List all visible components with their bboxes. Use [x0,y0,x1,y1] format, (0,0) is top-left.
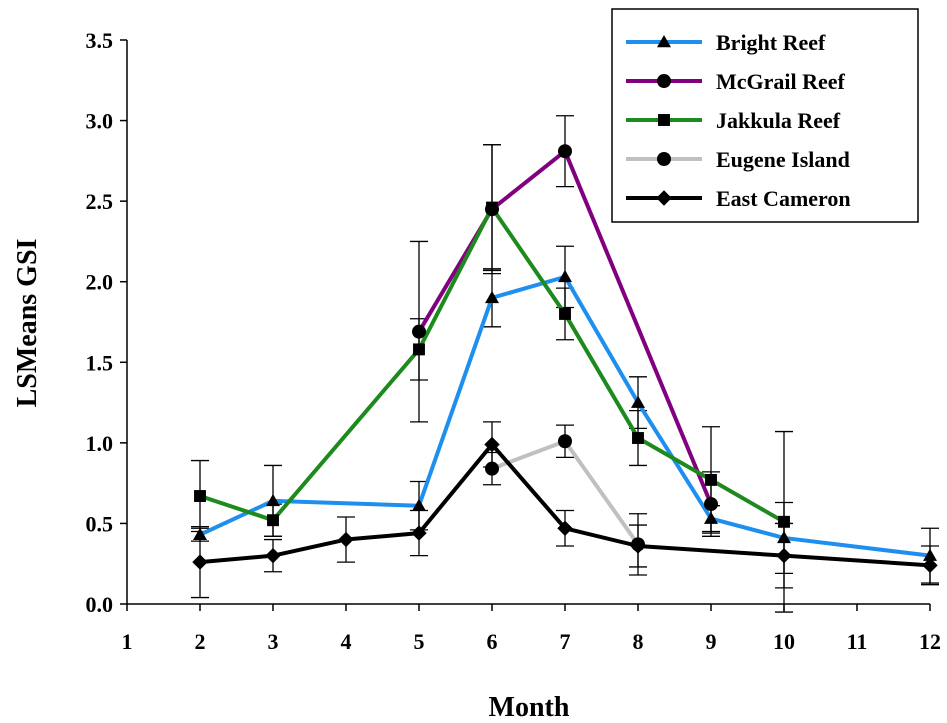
data-point [705,473,717,486]
axes [126,40,930,605]
data-point [778,515,790,528]
data-point [557,520,573,536]
data-point [267,514,279,527]
series-line [417,149,713,505]
series-line [199,442,931,568]
data-point [413,343,425,356]
x-tick-label: 4 [341,629,352,654]
data-point [558,144,572,159]
data-point [485,461,499,476]
data-point [776,547,792,564]
data-point [338,531,354,548]
data-point [632,432,644,444]
legend-marker [657,74,671,88]
data-point [704,497,718,512]
data-point [922,557,938,574]
series-line [199,205,785,524]
data-point [777,530,791,544]
y-tick-label: 1.5 [86,350,114,375]
data-point [412,324,426,339]
x-tick-label: 5 [414,629,425,654]
data-point [558,269,572,283]
legend-label: Eugene Island [716,147,850,172]
legend-label: Jakkula Reef [716,108,841,133]
x-tick-label: 10 [773,629,795,654]
x-tick-label: 6 [487,629,498,654]
data-point [559,307,571,320]
y-tick-label: 2.5 [86,189,114,214]
x-axis-ticks: 1 2 3 4 5 6 7 8 9 10 11 12 [122,604,941,654]
data-point [266,493,280,507]
data-point [485,290,499,304]
y-tick-label: 3.0 [86,109,114,134]
data-point [484,436,500,453]
data-point [411,525,427,541]
data-point [631,395,645,408]
y-tick-label: 0.5 [86,511,114,536]
y-axis-ticks: 0.0 0.5 1.0 1.5 2.0 2.5 3.0 3.5 [86,28,127,617]
data-point [265,547,281,564]
data-point [192,554,208,570]
legend-label: Bright Reef [716,30,826,55]
x-axis-title: Month [489,692,570,723]
data-point [194,490,206,502]
series-markers [192,144,938,574]
y-axis-title: LSMeans GSI [12,239,43,408]
data-point [923,548,937,561]
legend: Bright Reef McGrail Reef Jakkula Reef Eugen… [611,8,919,223]
x-tick-label: 11 [847,629,868,654]
x-tick-label: 8 [633,629,644,654]
x-tick-label: 9 [706,629,717,654]
y-tick-label: 0.0 [86,592,114,617]
y-tick-label: 2.0 [86,270,114,295]
x-tick-label: 2 [195,629,206,654]
data-point [630,538,646,554]
legend-marker [657,152,671,166]
legend-marker [656,190,672,206]
x-tick-label: 3 [268,629,279,654]
legend-label: McGrail Reef [716,69,846,94]
x-tick-label: 12 [919,629,941,654]
x-tick-label: 1 [122,629,133,654]
data-point [486,201,498,214]
y-tick-label: 3.5 [86,28,114,53]
y-tick-label: 1.0 [86,431,114,456]
x-tick-label: 7 [560,629,571,654]
legend-marker [657,35,671,48]
legend-marker [658,114,670,126]
data-point [558,434,572,449]
data-point [412,498,426,511]
legend-label: East Cameron [716,186,851,211]
data-point [704,511,718,524]
data-point [193,527,207,540]
